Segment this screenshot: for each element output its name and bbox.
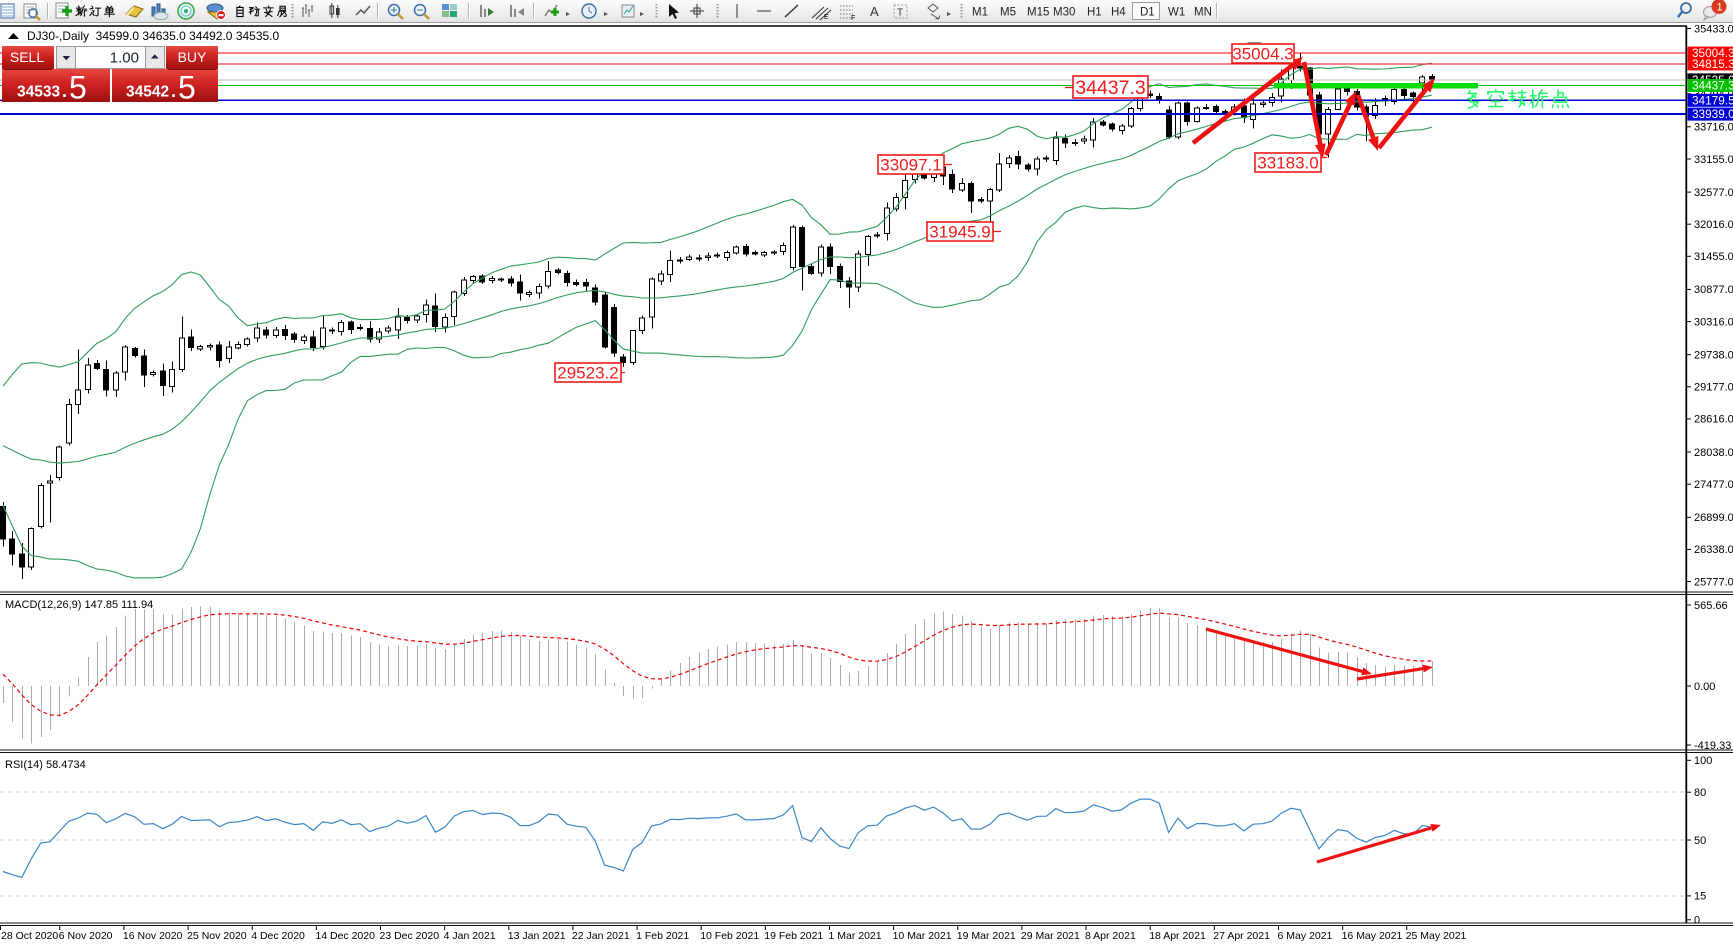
svg-text:1 Feb 2021: 1 Feb 2021 — [636, 930, 689, 942]
svg-text:6 May 2021: 6 May 2021 — [1278, 930, 1333, 942]
svg-text:33939.0: 33939.0 — [1692, 107, 1733, 121]
svg-text:A: A — [870, 4, 879, 19]
svg-text:33097.1: 33097.1 — [880, 156, 941, 175]
svg-text:.: . — [171, 81, 176, 101]
svg-text:19 Mar 2021: 19 Mar 2021 — [957, 930, 1016, 942]
svg-text:28038.0: 28038.0 — [1694, 447, 1733, 459]
svg-text:33155.0: 33155.0 — [1694, 154, 1733, 166]
svg-text:0: 0 — [1694, 915, 1700, 927]
svg-text:14 Dec 2020: 14 Dec 2020 — [315, 930, 375, 942]
svg-text:35433.0: 35433.0 — [1694, 23, 1733, 35]
svg-text:M1: M1 — [972, 7, 988, 19]
svg-text:8 Apr 2021: 8 Apr 2021 — [1085, 930, 1136, 942]
svg-text:BUY: BUY — [178, 49, 207, 65]
svg-text:29523.2: 29523.2 — [557, 364, 618, 383]
svg-text:10 Feb 2021: 10 Feb 2021 — [700, 930, 759, 942]
svg-text:5: 5 — [69, 70, 87, 106]
svg-text:F: F — [851, 15, 855, 22]
svg-text:1.00: 1.00 — [110, 50, 139, 67]
svg-text:M5: M5 — [1000, 7, 1016, 19]
svg-text:31945.9: 31945.9 — [929, 223, 990, 242]
svg-text:16 Nov 2020: 16 Nov 2020 — [123, 930, 183, 942]
svg-text:23 Dec 2020: 23 Dec 2020 — [380, 930, 440, 942]
svg-text:4 Dec 2020: 4 Dec 2020 — [251, 930, 305, 942]
svg-text:22 Jan 2021: 22 Jan 2021 — [572, 930, 630, 942]
svg-text:34437.3: 34437.3 — [1075, 77, 1146, 99]
svg-text:25777.0: 25777.0 — [1694, 576, 1733, 588]
svg-text:10 Mar 2021: 10 Mar 2021 — [893, 930, 952, 942]
svg-text:SELL: SELL — [10, 49, 44, 65]
svg-text:80: 80 — [1694, 787, 1706, 799]
svg-text:32016.0: 32016.0 — [1694, 219, 1733, 231]
svg-text:33716.0: 33716.0 — [1694, 122, 1733, 134]
svg-text:M30: M30 — [1053, 7, 1075, 19]
svg-text:31455.0: 31455.0 — [1694, 251, 1733, 263]
svg-text:30877.0: 30877.0 — [1694, 284, 1733, 296]
svg-text:19 Feb 2021: 19 Feb 2021 — [764, 930, 823, 942]
svg-text:26338.0: 26338.0 — [1694, 544, 1733, 556]
svg-text:18 Apr 2021: 18 Apr 2021 — [1149, 930, 1206, 942]
svg-text:16 May 2021: 16 May 2021 — [1342, 930, 1403, 942]
svg-text:T: T — [897, 8, 903, 19]
svg-text:RSI(14) 58.4734: RSI(14) 58.4734 — [5, 759, 86, 771]
svg-text:0.00: 0.00 — [1694, 681, 1715, 693]
svg-text:1 Mar 2021: 1 Mar 2021 — [829, 930, 882, 942]
svg-text:100: 100 — [1694, 755, 1712, 767]
svg-text:25 May 2021: 25 May 2021 — [1406, 930, 1467, 942]
svg-text:29 Mar 2021: 29 Mar 2021 — [1021, 930, 1080, 942]
svg-text:35004.3: 35004.3 — [1232, 45, 1293, 64]
svg-text:34542: 34542 — [126, 84, 169, 101]
svg-text:MN: MN — [1194, 7, 1212, 19]
svg-text:25 Nov 2020: 25 Nov 2020 — [187, 930, 247, 942]
svg-text:27477.0: 27477.0 — [1694, 479, 1733, 491]
svg-text:E: E — [824, 14, 829, 21]
svg-text:MACD(12,26,9) 147.85 111.94: MACD(12,26,9) 147.85 111.94 — [5, 599, 153, 611]
svg-text:1: 1 — [1717, 2, 1723, 14]
svg-text:50: 50 — [1694, 835, 1706, 847]
svg-text:28 Oct 2020: 28 Oct 2020 — [1, 930, 58, 942]
svg-text:30316.0: 30316.0 — [1694, 316, 1733, 328]
svg-text:5: 5 — [178, 70, 196, 106]
svg-text:H4: H4 — [1111, 7, 1126, 19]
svg-text:13 Jan 2021: 13 Jan 2021 — [508, 930, 566, 942]
svg-text:29738.0: 29738.0 — [1694, 350, 1733, 362]
svg-text:34179.5: 34179.5 — [1692, 93, 1733, 107]
svg-text:DJ30-,Daily 34599.0 34635.0 3: DJ30-,Daily 34599.0 34635.0 34492.0 3453… — [27, 29, 280, 43]
svg-text:34533: 34533 — [17, 84, 60, 101]
svg-text:H1: H1 — [1087, 7, 1102, 19]
svg-text:W1: W1 — [1168, 7, 1185, 19]
svg-text:6 Nov 2020: 6 Nov 2020 — [59, 930, 113, 942]
svg-text:M15: M15 — [1027, 7, 1049, 19]
svg-text:33183.0: 33183.0 — [1257, 154, 1318, 173]
svg-text:4 Jan 2021: 4 Jan 2021 — [444, 930, 496, 942]
svg-text:34815.3: 34815.3 — [1692, 57, 1733, 71]
svg-text:15: 15 — [1694, 891, 1706, 903]
svg-text:34437.3: 34437.3 — [1692, 79, 1733, 93]
svg-text:D1: D1 — [1140, 7, 1155, 19]
svg-text:565.66: 565.66 — [1694, 600, 1728, 612]
svg-text:29177.0: 29177.0 — [1694, 382, 1733, 394]
svg-text:28616.0: 28616.0 — [1694, 414, 1733, 426]
svg-text:27 Apr 2021: 27 Apr 2021 — [1213, 930, 1270, 942]
svg-text:.: . — [62, 81, 67, 101]
svg-text:26899.0: 26899.0 — [1694, 512, 1733, 524]
svg-text:32577.0: 32577.0 — [1694, 187, 1733, 199]
